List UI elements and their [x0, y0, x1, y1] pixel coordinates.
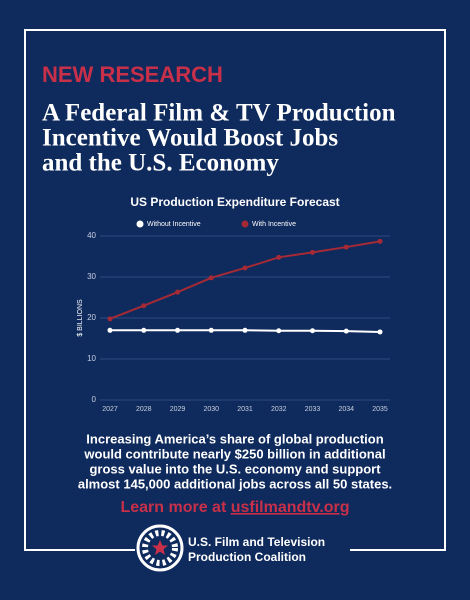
kicker: NEW RESEARCH — [42, 62, 223, 87]
data-point — [141, 303, 147, 309]
x-tick-label: 2032 — [271, 406, 287, 413]
legend-marker — [241, 220, 249, 228]
legend-label: Without Incentive — [147, 221, 201, 228]
y-axis-label: $ BILLIONS — [77, 299, 84, 337]
body-line: gross value into the U.S. economy and su… — [89, 461, 381, 476]
data-point — [175, 327, 180, 333]
series-line — [109, 240, 381, 320]
title-line: Incentive Would Boost Jobs — [42, 125, 338, 152]
body-line: would contribute nearly $250 billion in … — [83, 446, 385, 461]
data-point — [377, 329, 383, 335]
data-point — [208, 327, 214, 333]
logo-text: U.S. Film and Television — [188, 535, 325, 549]
data-point — [343, 328, 349, 334]
x-tick-label: 2035 — [372, 406, 388, 413]
data-point — [276, 328, 282, 334]
y-tick-label: 20 — [87, 313, 96, 322]
legend-label: With Incentive — [252, 221, 296, 228]
logo-text: Production Coalition — [188, 550, 306, 564]
data-point — [175, 289, 180, 295]
data-point — [242, 327, 248, 333]
title-line: and the U.S. Economy — [42, 150, 279, 177]
data-point — [310, 249, 315, 255]
x-tick-label: 2028 — [136, 406, 152, 413]
x-tick-label: 2034 — [338, 406, 354, 413]
x-tick-label: 2030 — [203, 406, 219, 413]
y-tick-label: 40 — [87, 231, 96, 240]
data-point — [107, 327, 113, 333]
data-point — [208, 275, 214, 281]
data-point — [276, 254, 282, 260]
data-point — [310, 328, 315, 334]
y-tick-label: 10 — [87, 354, 96, 363]
legend-marker — [136, 220, 144, 228]
x-tick-label: 2033 — [305, 406, 321, 413]
cta-prefix: Learn more at — [120, 499, 230, 516]
data-point — [141, 327, 147, 333]
data-point — [377, 238, 383, 244]
logo-icon — [136, 524, 184, 572]
y-tick-label: 0 — [92, 395, 97, 404]
cta-link[interactable]: usfilmandtv.org — [231, 499, 350, 516]
y-tick-label: 30 — [87, 272, 96, 281]
cta: Learn more at usfilmandtv.org — [120, 499, 349, 516]
chart-title: US Production Expenditure Forecast — [130, 195, 339, 209]
body-line: Increasing America’s share of global pro… — [86, 431, 383, 446]
data-point — [107, 316, 113, 322]
data-point — [343, 244, 349, 250]
x-tick-label: 2027 — [102, 406, 118, 413]
title-line: A Federal Film & TV Production — [42, 100, 396, 127]
data-point — [242, 265, 248, 271]
x-tick-label: 2029 — [170, 406, 186, 413]
x-tick-label: 2031 — [237, 406, 253, 413]
body-line: almost 145,000 additional jobs across al… — [78, 476, 392, 491]
